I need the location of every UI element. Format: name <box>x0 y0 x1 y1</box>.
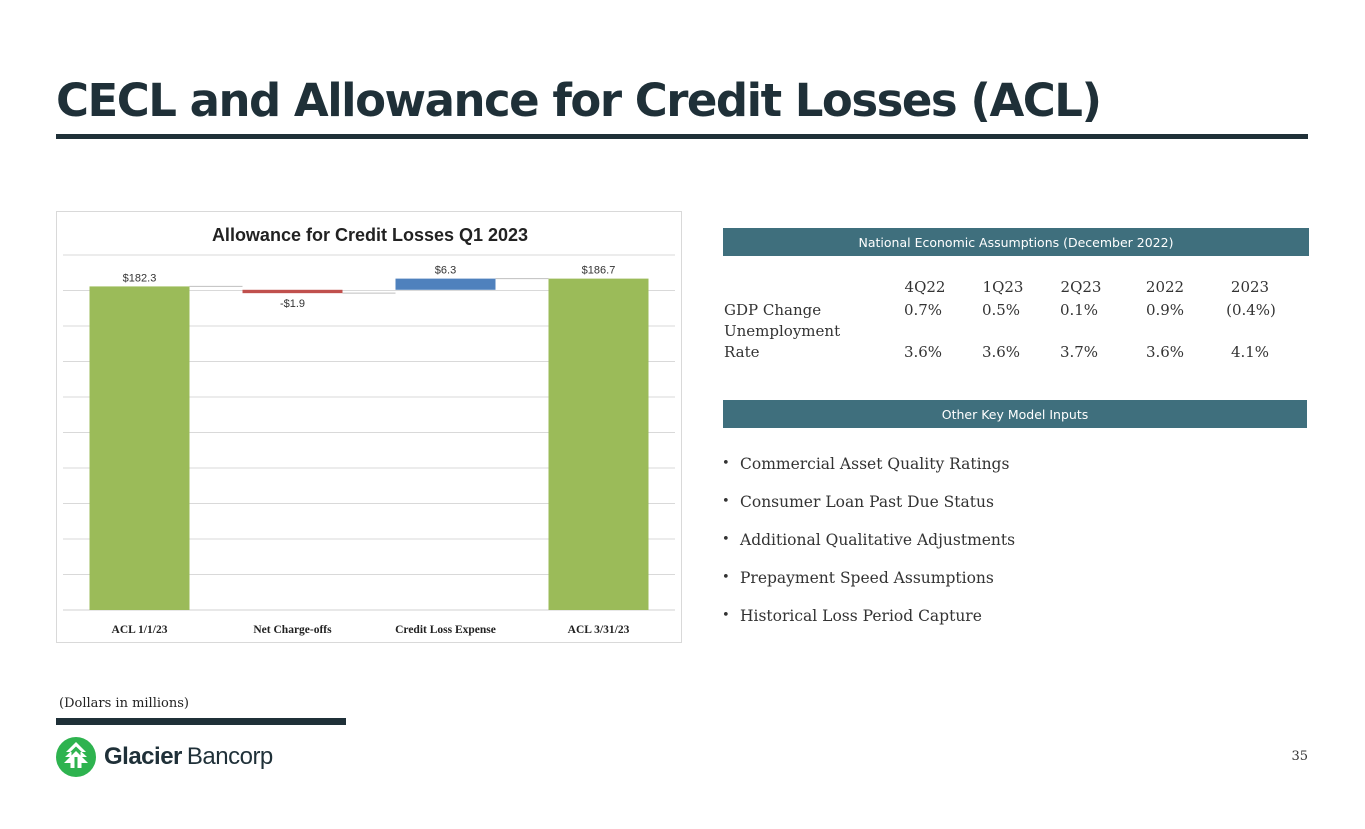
gdp-value: 0.9% <box>1145 301 1185 319</box>
unemployment-value: 3.6% <box>981 343 1021 361</box>
economic-assumptions-header: National Economic Assumptions (December … <box>723 228 1309 256</box>
list-item: • Historical Loss Period Capture <box>722 604 1015 642</box>
data-label: $186.7 <box>582 265 616 277</box>
unemployment-value: 3.6% <box>903 343 943 361</box>
col-header: 4Q22 <box>904 278 946 296</box>
chart-canvas: Allowance for Credit Losses Q1 2023 $182… <box>63 225 675 636</box>
model-inputs-header: Other Key Model Inputs <box>723 400 1307 428</box>
gdp-value: (0.4%) <box>1226 301 1276 319</box>
slide-title: CECL and Allowance for Credit Losses (AC… <box>56 74 1102 127</box>
unemployment-value: 4.1% <box>1230 343 1270 361</box>
bullet: • <box>722 532 730 547</box>
bullet: • <box>722 456 730 471</box>
col-header: 2023 <box>1230 278 1270 296</box>
list-item-text: Prepayment Speed Assumptions <box>740 569 994 587</box>
category-label: ACL 3/31/23 <box>568 624 630 636</box>
chart-data-labels: $182.3 -$1.9 $6.3 $186.7 <box>123 265 616 311</box>
logo-name-light: Bancorp <box>186 743 273 770</box>
unemployment-value: 3.6% <box>1145 343 1185 361</box>
unemployment-value: 3.7% <box>1059 343 1099 361</box>
footnote: (Dollars in millions) <box>59 696 189 711</box>
logo-wordmark: Glacier Bancorp <box>104 743 273 771</box>
title-divider <box>56 134 1308 139</box>
glacier-mountain-icon <box>56 737 96 777</box>
chart-category-labels: ACL 1/1/23 Net Charge-offs Credit Loss Exp… <box>112 624 630 636</box>
data-label: $6.3 <box>435 265 456 277</box>
bar <box>89 286 190 610</box>
bar <box>548 278 649 610</box>
list-item: • Commercial Asset Quality Ratings <box>722 452 1015 490</box>
row-label-unemployment-line2: Rate <box>724 343 760 361</box>
bar <box>395 278 496 290</box>
chart-title: Allowance for Credit Losses Q1 2023 <box>212 225 528 245</box>
page-number: 35 <box>1291 749 1308 764</box>
model-inputs-list: • Commercial Asset Quality Ratings • Consu… <box>722 452 1015 642</box>
bullet: • <box>722 570 730 585</box>
list-item-text: Historical Loss Period Capture <box>740 607 982 625</box>
list-item-text: Additional Qualitative Adjustments <box>740 531 1016 549</box>
col-header: 2022 <box>1145 278 1185 296</box>
row-label-gdp: GDP Change <box>724 301 822 319</box>
list-item: • Additional Qualitative Adjustments <box>722 528 1015 566</box>
list-item-text: Commercial Asset Quality Ratings <box>740 455 1010 473</box>
category-label: Net Charge-offs <box>253 624 332 636</box>
col-header: 1Q23 <box>982 278 1024 296</box>
acl-waterfall-chart: Allowance for Credit Losses Q1 2023 $182… <box>56 211 682 643</box>
gdp-value: 0.5% <box>981 301 1021 319</box>
gdp-value: 0.1% <box>1059 301 1099 319</box>
company-logo: Glacier Bancorp <box>56 737 273 777</box>
gdp-value: 0.7% <box>903 301 943 319</box>
list-item: • Prepayment Speed Assumptions <box>722 566 1015 604</box>
list-item: • Consumer Loan Past Due Status <box>722 490 1015 528</box>
bullet: • <box>722 494 730 509</box>
row-label-unemployment: Unemployment <box>724 322 841 340</box>
category-label: Credit Loss Expense <box>395 624 496 636</box>
col-header: 2Q23 <box>1060 278 1102 296</box>
category-label: ACL 1/1/23 <box>112 624 168 636</box>
data-label: -$1.9 <box>280 298 305 310</box>
data-label: $182.3 <box>123 272 157 284</box>
logo-name-bold: Glacier <box>104 743 182 770</box>
footnote-divider <box>56 718 346 725</box>
list-item-text: Consumer Loan Past Due Status <box>740 493 994 511</box>
chart-bars <box>89 278 649 610</box>
bullet: • <box>722 608 730 623</box>
bar <box>242 289 343 294</box>
